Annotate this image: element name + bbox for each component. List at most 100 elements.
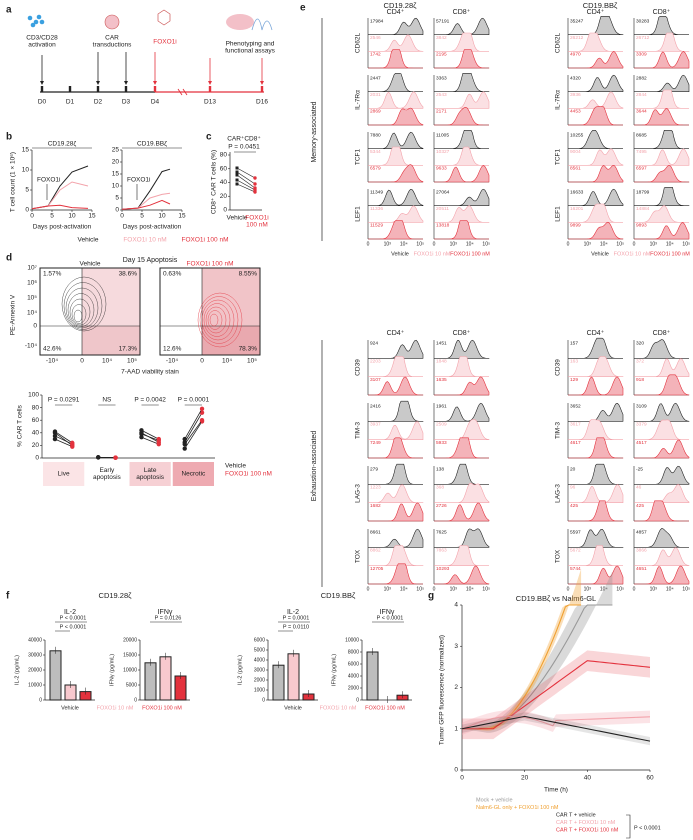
point [253, 182, 257, 186]
pair-line [141, 436, 159, 445]
x-tick-label: FOXO1i 100 nM [142, 705, 182, 711]
mfi-value: 7880 [370, 132, 381, 138]
mfi-value: 11005 [436, 132, 449, 138]
mfi-value: 2509 [436, 422, 447, 428]
panel-label: f [6, 591, 10, 602]
mfi-value: 1635 [436, 377, 447, 383]
arrowhead [96, 81, 100, 85]
histogram [568, 51, 624, 69]
ribbon [462, 571, 613, 733]
x-tick-label: 0 [433, 586, 436, 592]
contour [203, 303, 231, 337]
x-tick-label: 10⁵ [482, 586, 490, 592]
histogram [368, 339, 424, 359]
cell-icon [36, 14, 42, 20]
histogram [634, 222, 690, 240]
mfi-value: 4517 [636, 440, 647, 446]
y-tick-label: 15 [22, 147, 30, 154]
histogram [634, 484, 690, 503]
y-tick-label: 2 [454, 684, 458, 691]
day-label: D16 [256, 99, 268, 106]
x-tick-label: 15 [178, 213, 186, 220]
mfi-value: 2203 [370, 359, 381, 365]
legend-item: FOXO1i 10 nM [614, 251, 651, 257]
subset-title: CD4⁺ [387, 9, 405, 16]
mfi-value: 20511 [436, 206, 449, 212]
legend-item: FOXO1i 100 nM [650, 251, 690, 257]
growth-curve [121, 199, 171, 210]
marker-label: CD62L [555, 32, 562, 53]
histogram [568, 402, 624, 422]
y-tick-label: 20 [32, 442, 40, 449]
marker-label: IL-7Rα [355, 90, 362, 110]
arrowhead [260, 81, 264, 85]
mfi-value: 4970 [570, 52, 581, 58]
legend-item: CAR T + vehicle [556, 812, 596, 818]
y-tick-label: 25 [112, 147, 120, 154]
mfi-value: 17984 [370, 18, 384, 24]
pair-line [236, 183, 256, 193]
y-tick-label: 100 [28, 392, 39, 399]
category-label: Necrotic [181, 471, 206, 478]
y-tick-label: 40 [220, 179, 228, 186]
y-tick-label: 60 [32, 417, 40, 424]
mfi-value: 1451 [436, 340, 447, 346]
mfi-value: 4651 [636, 566, 647, 572]
p-value: P < 0.0001 [634, 825, 661, 831]
bar [366, 651, 379, 701]
chart-title: IFNγ [158, 609, 173, 616]
x-tick-label: 10³ [584, 586, 592, 592]
day-tick [40, 86, 44, 92]
mfi-value: 320 [636, 340, 644, 346]
p-value: P < 0.0001 [377, 615, 404, 621]
construct-title: CD19.BBζ [583, 1, 618, 10]
marker-label: TOX [555, 549, 562, 563]
y-tick-label: 20 [112, 159, 120, 166]
histogram [634, 74, 690, 92]
y-tick-label: 15000 [123, 652, 137, 658]
histogram [368, 502, 424, 522]
plot-frame [39, 267, 141, 356]
panel-label: g [428, 591, 434, 602]
histogram [568, 376, 624, 396]
histogram [368, 220, 423, 240]
contour [207, 310, 223, 330]
point [139, 435, 144, 440]
subset-title: CD8⁺ [653, 330, 671, 337]
pair-line [184, 421, 203, 449]
point [156, 440, 161, 445]
mfi-value: 27064 [436, 189, 450, 195]
mfi-value: 9004 [570, 149, 581, 155]
molecule-icon [157, 9, 171, 26]
contour [201, 299, 235, 341]
histogram [368, 205, 424, 223]
x-tick-label: 10⁴ [600, 586, 608, 592]
histogram [634, 419, 689, 440]
day-tick [96, 86, 100, 92]
y-tick-label: 30000 [28, 652, 42, 658]
ribbon [462, 568, 582, 731]
pair-line [141, 429, 159, 440]
category-box [86, 462, 128, 486]
marker-label: TCF1 [355, 148, 362, 165]
category-box [43, 462, 85, 486]
mfi-value: 2726 [436, 503, 447, 509]
quadrant-shade [202, 326, 260, 355]
mfi-value: 4617 [570, 440, 581, 446]
x-tick-label: 0 [567, 241, 570, 247]
chart-title: IL-2 [64, 609, 76, 616]
x-tick-label: 5 [50, 213, 54, 220]
histogram [568, 419, 623, 440]
day-label: D4 [151, 99, 160, 106]
x-tick-label: 10³ [450, 241, 458, 247]
plot-title: CD19.BBζ [137, 141, 167, 148]
plot-title: Vehicle [80, 261, 101, 268]
histogram [434, 402, 490, 422]
category-box [172, 462, 214, 486]
histogram [434, 91, 490, 109]
y-tick-label: 10 [112, 183, 120, 190]
step-label: transductions [93, 42, 132, 49]
histogram [568, 529, 623, 548]
histogram [434, 165, 490, 183]
point [235, 182, 239, 186]
